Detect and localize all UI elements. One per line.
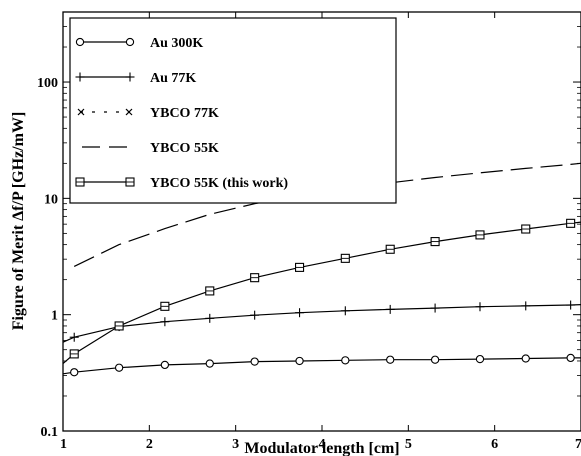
data-point: [340, 253, 350, 263]
data-point: [205, 313, 215, 323]
legend-marker: [125, 177, 135, 187]
legend-label: YBCO 77K: [150, 106, 219, 121]
legend-item: Au 77K: [75, 71, 196, 86]
data-point: [70, 368, 79, 377]
data-point: [475, 354, 485, 364]
legend-label: YBCO 55K: [150, 141, 219, 156]
data-point: [250, 273, 260, 283]
data-point: [160, 317, 170, 327]
data-point: [205, 359, 214, 368]
data-point: [521, 354, 530, 363]
data-point: [250, 310, 260, 320]
data-point: [340, 306, 350, 316]
x-tick-label: 4: [319, 437, 326, 452]
legend-item: Au 300K: [75, 36, 203, 51]
data-point: [521, 301, 531, 311]
series-0: [62, 353, 581, 377]
legend-item: YBCO 55K (this work): [75, 176, 288, 191]
legend-label: Au 300K: [150, 36, 203, 51]
legend-label: Au 77K: [150, 71, 196, 86]
legend: Au 300K Au 77K YBCO 77K YBCO 55K YBCO 55K (t…: [69, 17, 397, 204]
x-axis-label: Modulator length [cm]: [244, 440, 399, 456]
data-point: [521, 224, 531, 234]
data-point: [69, 349, 79, 359]
data-point: [160, 360, 170, 370]
data-point: [341, 356, 350, 365]
y-tick-label: 100: [37, 76, 58, 91]
data-point: [475, 302, 485, 312]
data-point: [69, 332, 79, 342]
data-point: [250, 357, 259, 366]
y-axis-label: Figure of Merit Δf/P [GHz/mW]: [10, 112, 27, 331]
data-point: [430, 237, 440, 247]
data-point: [566, 353, 575, 363]
x-tick-label: 3: [232, 437, 239, 452]
legend-items: Au 300K Au 77K YBCO 77K YBCO 55K YBCO 55K (t…: [75, 36, 288, 191]
legend-marker: [125, 72, 135, 82]
data-point: [295, 262, 305, 272]
legend-item: YBCO 77K: [77, 106, 219, 121]
data-point: [160, 301, 170, 311]
y-tick-label: 0.1: [41, 425, 59, 440]
data-point: [385, 244, 395, 254]
series-line: [62, 357, 581, 375]
series-1: [62, 300, 581, 343]
data-point: [566, 300, 576, 310]
data-point: [430, 355, 440, 364]
legend-box: [69, 17, 397, 204]
legend-marker: [125, 108, 133, 116]
legend-marker: [75, 37, 85, 47]
x-tick-label: 2: [146, 437, 153, 452]
y-tick-label: 1: [51, 309, 58, 324]
data-point: [475, 230, 485, 240]
data-point: [385, 304, 395, 314]
data-point: [430, 303, 440, 313]
series-4: [62, 218, 581, 365]
data-point: [566, 218, 576, 228]
data-point: [295, 308, 305, 318]
legend-marker: [77, 108, 85, 116]
data-point: [386, 355, 395, 364]
series-line: [62, 221, 581, 365]
data-point: [205, 286, 215, 296]
x-tick-label: 5: [405, 437, 412, 452]
x-tick-label: 6: [491, 437, 498, 452]
legend-marker: [75, 177, 85, 187]
data-point: [114, 321, 124, 331]
x-tick-label: 1: [60, 437, 67, 452]
y-tick-label: 10: [44, 192, 58, 207]
legend-marker: [125, 37, 135, 47]
data-point: [114, 363, 124, 372]
x-tick-label: 7: [575, 437, 581, 452]
series-line: [62, 304, 581, 343]
legend-marker: [75, 72, 85, 82]
data-point: [295, 356, 304, 366]
legend-item: YBCO 55K: [82, 141, 219, 156]
legend-label: YBCO 55K (this work): [150, 176, 288, 191]
